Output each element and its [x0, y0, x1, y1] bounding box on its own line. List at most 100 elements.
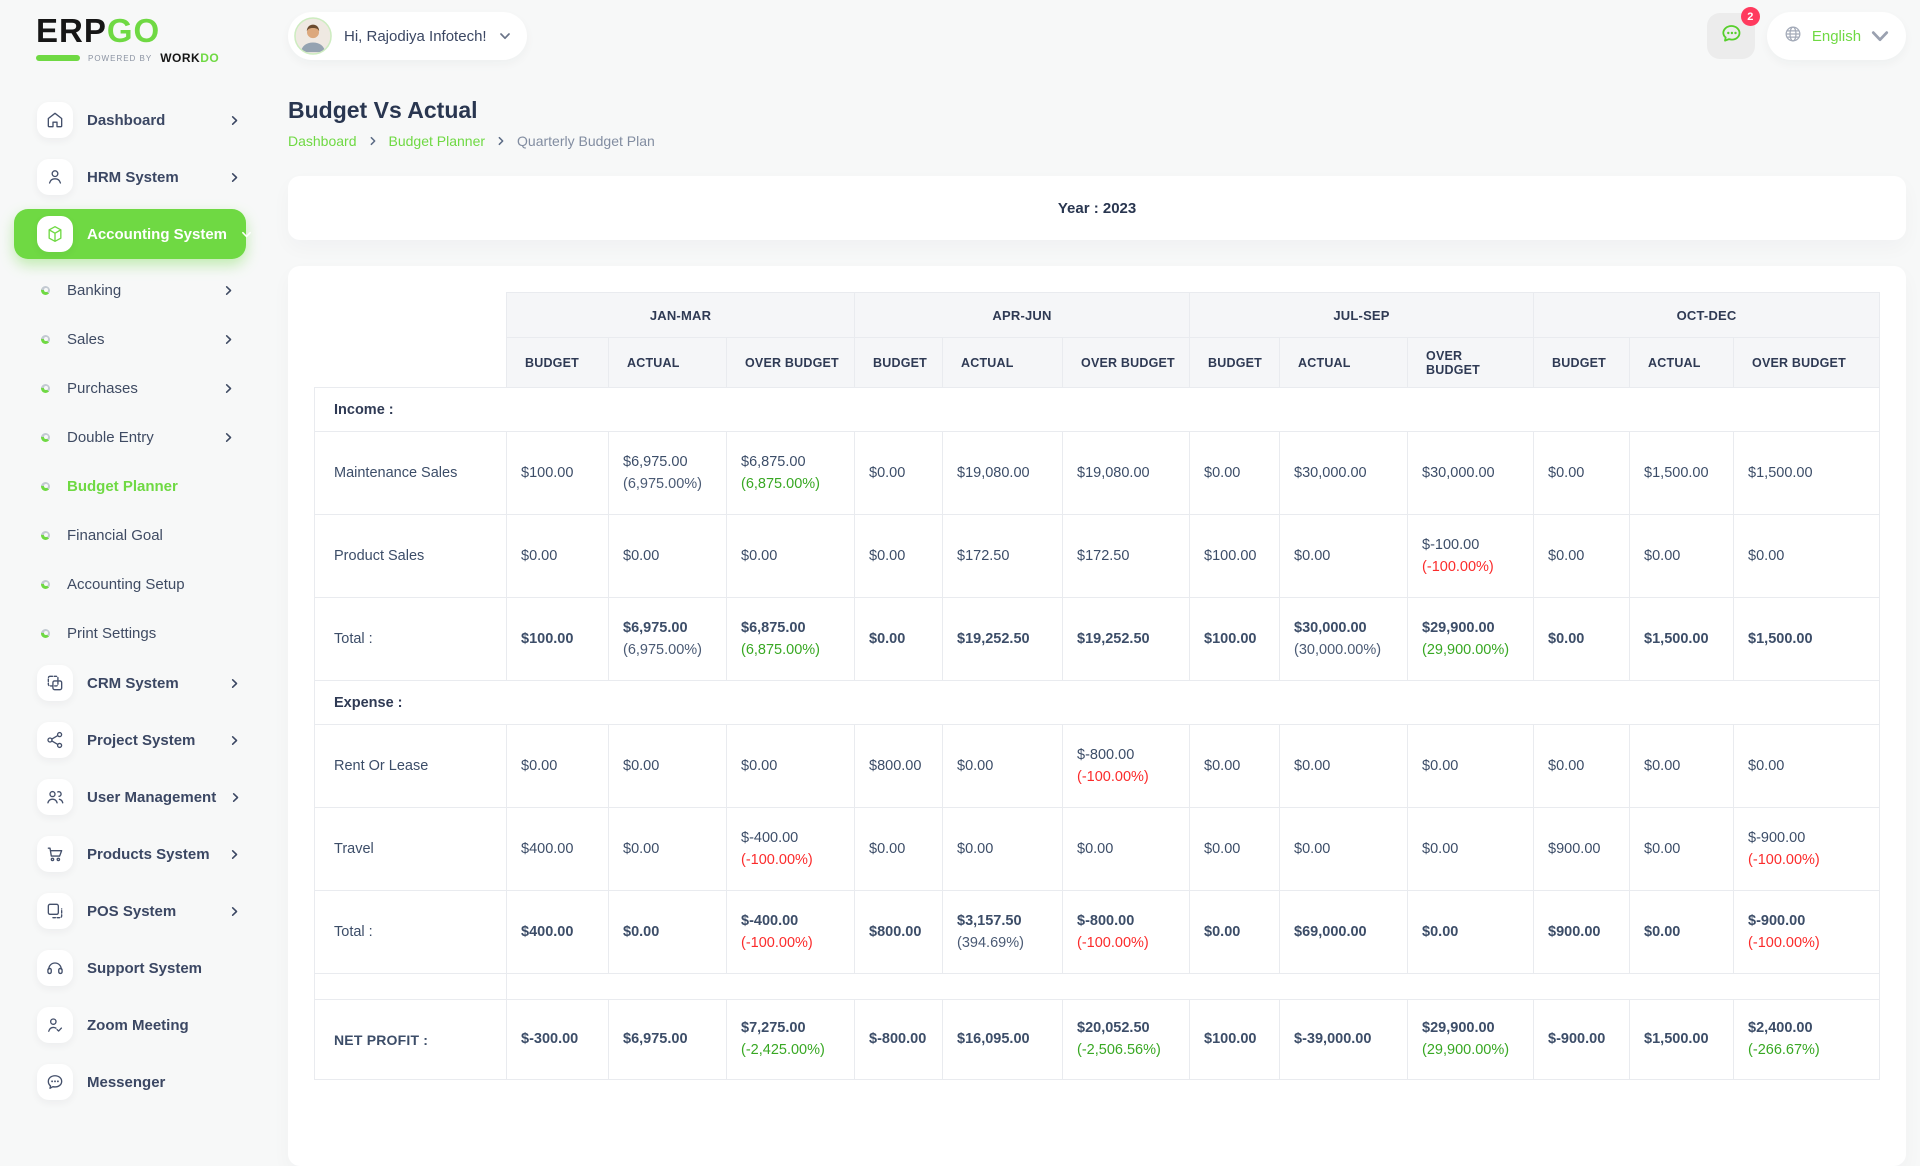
sidebar-item-user-management[interactable]: User Management — [14, 772, 246, 822]
cell: $0.00 — [608, 514, 727, 598]
cell: $0.00 — [608, 890, 727, 974]
section-row: Income : — [313, 387, 1881, 432]
cell: $800.00 — [854, 724, 944, 808]
sidebar-item-support-system[interactable]: Support System — [14, 943, 246, 993]
sidebar-item-purchases[interactable]: Purchases — [14, 364, 246, 412]
sidebar-item-budget-planner[interactable]: Budget Planner — [14, 462, 246, 510]
row-label: Product Sales — [314, 514, 507, 598]
cell: $69,000.00 — [1279, 890, 1409, 974]
bullet-icon — [41, 285, 50, 295]
cell: $1,500.00 — [1629, 999, 1735, 1080]
sidebar-item-label: HRM System — [87, 168, 179, 186]
cell: $20,052.50 (-2,506.56%) — [1062, 999, 1191, 1080]
cell: $0.00 — [854, 431, 944, 515]
cell: $172.50 — [942, 514, 1064, 598]
bullet-icon — [41, 481, 50, 491]
sidebar-item-accounting-system[interactable]: Accounting System — [14, 209, 251, 259]
sidebar-item-print-settings[interactable]: Print Settings — [14, 609, 246, 657]
bullet-icon — [41, 579, 50, 589]
sidebar-item-double-entry[interactable]: Double Entry — [14, 413, 246, 461]
cell: $0.00 — [854, 597, 944, 681]
breadcrumb: Dashboard Budget Planner Quarterly Budget … — [288, 133, 1906, 149]
cell: $0.00 — [1533, 597, 1631, 681]
column-header: ACTUAL — [1629, 337, 1735, 388]
cell: $172.50 — [1062, 514, 1191, 598]
chevron-right-icon — [368, 136, 378, 146]
main-content: Hi, Rajodiya Infotech! 2 — [265, 0, 1920, 1166]
sidebar-item-crm-system[interactable]: CRM System — [14, 658, 246, 708]
chevron-right-icon — [223, 334, 234, 345]
cell: $0.00 — [1629, 890, 1735, 974]
cell: $400.00 — [506, 807, 609, 891]
sidebar-item-project-system[interactable]: Project System — [14, 715, 246, 765]
quarter-header: JAN-MAR — [505, 292, 856, 338]
row-label: Travel — [314, 807, 507, 891]
cell: $29,900.00 (29,900.00%) — [1407, 597, 1535, 681]
cell: $0.00 — [942, 807, 1064, 891]
cell: $0.00 — [725, 514, 856, 598]
chevron-right-icon — [229, 906, 240, 917]
home-icon — [37, 102, 73, 138]
quarter-header: JUL-SEP — [1189, 292, 1535, 338]
sidebar-item-banking[interactable]: Banking — [14, 266, 246, 314]
cell: $6,975.00 — [608, 999, 727, 1080]
sidebar-item-sales[interactable]: Sales — [14, 315, 246, 363]
sidebar-item-label: Financial Goal — [67, 526, 163, 544]
sidebar-item-products-system[interactable]: Products System — [14, 829, 246, 879]
chevron-right-icon — [230, 792, 241, 803]
cell: $0.00 — [1279, 807, 1409, 891]
brand-logo[interactable]: ERPGO Powered By WORKDO — [14, 14, 246, 65]
column-header: OVER BUDGET — [1733, 337, 1881, 388]
section-row: Expense : — [313, 680, 1881, 725]
quarter-header: APR-JUN — [854, 292, 1191, 338]
sidebar-item-pos-system[interactable]: POS System — [14, 886, 246, 936]
sidebar-item-label: Accounting Setup — [67, 575, 185, 593]
column-header: OVER BUDGET — [1407, 337, 1535, 388]
bullet-icon — [41, 432, 50, 442]
page-title: Budget Vs Actual — [288, 97, 478, 123]
cell: $16,095.00 — [942, 999, 1064, 1080]
sidebar-item-zoom-meeting[interactable]: Zoom Meeting — [14, 1000, 246, 1050]
cell: $0.00 — [506, 514, 609, 598]
cell: $0.00 — [854, 807, 944, 891]
column-header: BUDGET — [1189, 337, 1281, 388]
breadcrumb-dashboard[interactable]: Dashboard — [288, 133, 357, 149]
messages-button[interactable]: 2 — [1706, 7, 1760, 59]
bullet-icon — [41, 334, 50, 344]
cell: $100.00 — [506, 597, 609, 681]
sidebar-item-accounting-setup[interactable]: Accounting Setup — [14, 560, 246, 608]
bullet-icon — [41, 530, 50, 540]
user-menu[interactable]: Hi, Rajodiya Infotech! — [288, 12, 527, 60]
sidebar-item-dashboard[interactable]: Dashboard — [14, 95, 246, 145]
sidebar-item-label: Support System — [87, 959, 203, 977]
cell: $0.00 — [1189, 724, 1281, 808]
sidebar-item-hrm-system[interactable]: HRM System — [14, 152, 246, 202]
column-header: OVER BUDGET — [1062, 337, 1191, 388]
cell: $0.00 — [942, 724, 1064, 808]
chevron-right-icon — [229, 678, 240, 689]
budget-table-card: JAN-MAR APR-JUN JUL-SEP OCT-DEC BUDGET ACTUAL… — [288, 266, 1907, 1166]
cell: $100.00 — [1189, 597, 1281, 681]
sidebar: ERPGO Powered By WORKDO Dashboard HRM Sys… — [0, 0, 265, 1100]
cell: $0.00 — [1407, 890, 1535, 974]
cell: $900.00 — [1533, 807, 1631, 891]
table-row: Rent Or Lease $0.00 $0.00 $0.00 $800.00 $0.00… — [314, 724, 1881, 808]
sidebar-item-financial-goal[interactable]: Financial Goal — [14, 511, 246, 559]
crm-icon — [37, 665, 73, 701]
chevron-down-icon — [241, 229, 252, 240]
cell: $6,875.00 (6,875.00%) — [725, 431, 856, 515]
breadcrumb-budget-planner[interactable]: Budget Planner — [388, 133, 486, 149]
page-header: Budget Vs Actual Dashboard Budget Planner… — [288, 97, 1906, 149]
language-selector[interactable]: English — [1766, 12, 1907, 60]
chevron-right-icon — [223, 432, 234, 443]
row-label: Maintenance Sales — [314, 431, 507, 515]
cell: $0.00 — [1733, 514, 1881, 598]
spacer-cell — [505, 973, 1881, 1000]
column-header: BUDGET — [854, 337, 944, 388]
sidebar-item-messenger[interactable]: Messenger — [14, 1057, 246, 1107]
cell: $100.00 — [1189, 514, 1281, 598]
row-label: Total : — [314, 890, 507, 974]
users-icon — [37, 779, 73, 815]
cell: $30,000.00 — [1407, 431, 1535, 515]
